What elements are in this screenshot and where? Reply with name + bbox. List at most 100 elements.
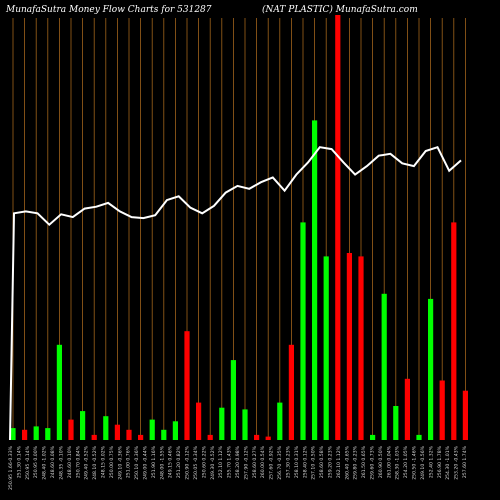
- x-tick-label: 250.10 -0.36%: [134, 445, 140, 479]
- x-tick-label: 249.40 -0.52%: [84, 445, 90, 479]
- money-flow-bar: [230, 360, 236, 440]
- x-tick-label: 258.40 0.12%: [302, 445, 308, 478]
- grid-lines: [12, 18, 466, 440]
- x-tick-label: 251.90 1.16%: [151, 445, 157, 478]
- x-tick-label: 248.35 -0.10%: [58, 445, 64, 479]
- money-flow-bar: [68, 419, 74, 440]
- x-tick-label: 250.95 -0.14%: [25, 445, 31, 479]
- x-tick-label: 248.40 -1.02%: [42, 445, 48, 479]
- x-tick-label: 258.30 -1.03%: [395, 445, 401, 479]
- x-tick-label: 249.30 -0.52%: [210, 445, 216, 479]
- money-flow-bar: [346, 253, 352, 440]
- x-tick-label: 258.10 0.31%: [294, 445, 300, 478]
- money-flow-bar: [462, 390, 468, 440]
- money-flow-bar: [370, 434, 376, 440]
- x-tick-label: 257.60 1.74%: [462, 445, 468, 478]
- money-flow-bar: [358, 256, 364, 440]
- money-flow-bar: [22, 429, 28, 440]
- money-flow-bar: [10, 428, 16, 440]
- x-tick-label: 257.60 -0.92%: [269, 445, 275, 479]
- money-flow-bar: [451, 222, 457, 440]
- money-flow-bar: [196, 402, 202, 440]
- x-tick-label: 253.20 -0.43%: [454, 445, 460, 479]
- money-flow-bar: [149, 419, 155, 440]
- x-tick-label: 248.60 0.10%: [67, 445, 73, 478]
- money-flow-bar: [300, 222, 306, 440]
- money-flow-bars: [10, 15, 468, 441]
- x-tick-label: 248.15 0.02%: [101, 445, 107, 478]
- money-flow-bar: [56, 344, 62, 440]
- x-tick-label: 261.00 0.04%: [386, 445, 392, 478]
- money-flow-bar: [33, 426, 39, 440]
- x-tick-label: 258.20 0.98%: [235, 445, 241, 478]
- money-flow-bar: [335, 15, 341, 440]
- money-flow-bar: [242, 409, 248, 440]
- x-tick-label: 257.30 0.23%: [285, 445, 291, 478]
- x-axis-tick-labels: 250.95 1.66-0.33% 251.30 0.14% 250.95 -0.1…: [8, 445, 468, 490]
- x-tick-label: 249.10 -0.56%: [420, 445, 426, 479]
- money-flow-bar: [404, 378, 410, 440]
- x-tick-label: 250.50 -1.46%: [412, 445, 418, 479]
- money-flow-bar: [45, 428, 51, 440]
- x-tick-label: 248.00 -1.55%: [159, 445, 165, 479]
- x-tick-label: 257.10 -0.50%: [311, 445, 317, 479]
- money-flow-bar: [219, 407, 225, 440]
- x-tick-label: 257.90 -0.12%: [243, 445, 249, 479]
- money-flow-bar: [277, 402, 283, 440]
- x-tick-label: 249.10 -0.36%: [117, 445, 123, 479]
- chart-title-left: MunafaSutra Money Flow Charts for 531287: [6, 5, 212, 15]
- money-flow-bar: [161, 429, 167, 440]
- money-flow-bar: [126, 429, 132, 440]
- x-tick-label: 250.00 0.75%: [109, 445, 115, 478]
- x-tick-label: 262.10 1.12%: [336, 445, 342, 478]
- x-tick-label: 259.80 -0.23%: [353, 445, 359, 479]
- price-line-path: [9, 145, 462, 441]
- x-tick-label: 251.00 0.76%: [126, 445, 132, 478]
- x-tick-label: 251.30 0.14%: [16, 445, 22, 478]
- x-tick-label: 250.05 -0.34%: [193, 445, 199, 479]
- money-flow-bar: [288, 344, 294, 440]
- x-tick-label: 250.95 1.66-0.33%: [8, 445, 14, 490]
- money-flow-bar: [265, 436, 271, 440]
- money-flow-bar: [312, 120, 318, 441]
- money-flow-bar: [138, 434, 144, 440]
- money-flow-bar: [439, 380, 445, 440]
- money-flow-bar: [381, 293, 387, 440]
- money-flow-bar: [172, 421, 178, 440]
- x-tick-label: 258.60 0.27%: [252, 445, 258, 478]
- money-flow-bar: [80, 411, 86, 440]
- money-flow-bar: [114, 424, 120, 440]
- x-tick-label: 259.20 0.23%: [328, 445, 334, 478]
- x-tick-label: 258.60 0.58%: [319, 445, 325, 478]
- money-flow-bar: [207, 434, 213, 440]
- price-line: [9, 145, 462, 441]
- x-tick-label: 260.40 -0.65%: [344, 445, 350, 479]
- x-tick-label: 250.90 -0.12%: [185, 445, 191, 479]
- x-tick-label: 250.60 0.22%: [201, 445, 207, 478]
- x-tick-label: 249.15 0.46%: [168, 445, 174, 478]
- x-tick-label: 250.95 0.00%: [33, 445, 39, 478]
- x-tick-label: 252.40 1.32%: [428, 445, 434, 478]
- x-tick-label: 260.00 0.54%: [260, 445, 266, 478]
- money-flow-bar: [254, 434, 260, 440]
- x-tick-label: 248.10 -0.52%: [92, 445, 98, 479]
- money-flow-bar: [393, 406, 399, 440]
- x-tick-label: 256.70 -0.35%: [277, 445, 283, 479]
- money-flow-bar: [416, 434, 422, 440]
- x-tick-label: 251.20 0.82%: [176, 445, 182, 478]
- x-tick-label: 249.00 -0.44%: [143, 445, 149, 479]
- chart-title-right: (NAT PLASTIC) MunafaSutra.com: [262, 5, 418, 15]
- x-tick-label: 254.20 1.05%: [403, 445, 409, 478]
- money-flow-bar: [184, 331, 190, 440]
- x-tick-label: 248.60 0.08%: [50, 445, 56, 478]
- x-tick-label: 250.70 0.84%: [75, 445, 81, 478]
- x-tick-label: 255.70 1.43%: [227, 445, 233, 478]
- x-tick-label: 252.10 1.12%: [218, 445, 224, 478]
- x-tick-label: 260.90 0.50%: [378, 445, 384, 478]
- money-flow-bar: [103, 416, 109, 440]
- x-tick-label: 256.90 1.78%: [437, 445, 443, 478]
- x-tick-label: 254.30 -1.01%: [445, 445, 451, 479]
- x-tick-label: 261.50 0.65%: [361, 445, 367, 478]
- x-tick-label: 259.60 -0.73%: [370, 445, 376, 479]
